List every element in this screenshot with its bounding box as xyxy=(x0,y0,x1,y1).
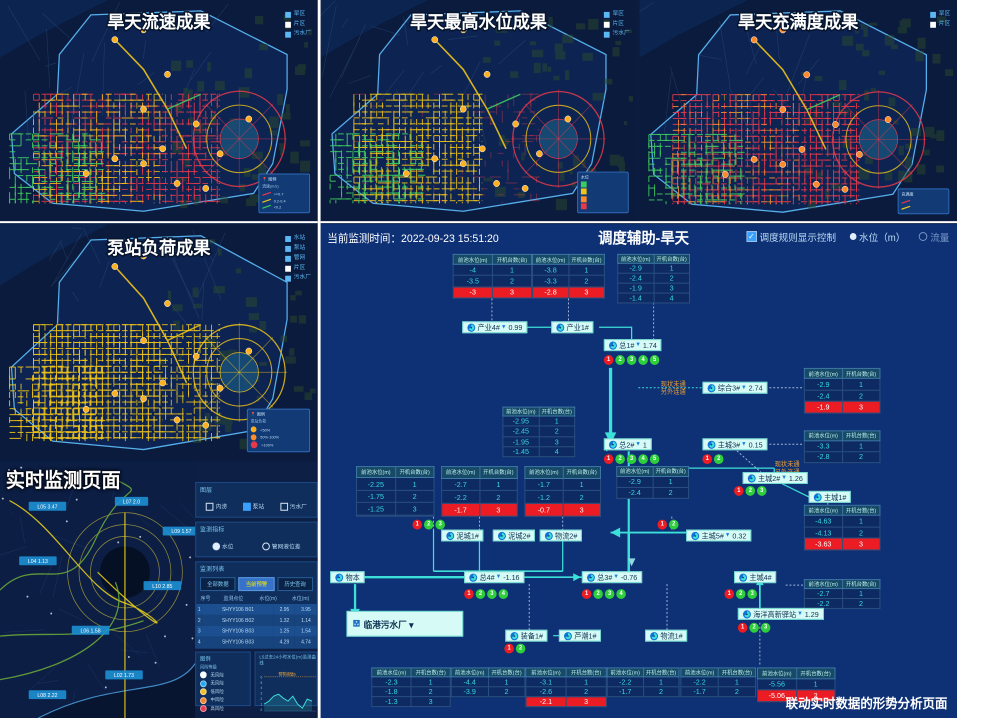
svg-text:3: 3 xyxy=(260,692,262,696)
svg-text:L09 1.57: L09 1.57 xyxy=(171,529,191,535)
svg-text:5: 5 xyxy=(260,681,262,685)
svg-text:1: 1 xyxy=(260,703,262,707)
svg-text:旱天充满度成果: 旱天充满度成果 xyxy=(738,12,859,32)
svg-text:预警阈值6: 预警阈值6 xyxy=(278,671,295,676)
svg-text:4: 4 xyxy=(260,686,262,690)
svg-text:旱天流速成果: 旱天流速成果 xyxy=(107,11,211,31)
svg-text:L06 1.58: L06 1.58 xyxy=(80,628,100,634)
svg-text:0: 0 xyxy=(260,708,262,712)
svg-text:旱天最高水位成果: 旱天最高水位成果 xyxy=(410,11,547,31)
svg-text:6: 6 xyxy=(260,675,262,679)
svg-text:L08 2.22: L08 2.22 xyxy=(37,693,57,699)
svg-text:L04 1.13: L04 1.13 xyxy=(28,559,48,565)
svg-text:泵站负荷成果: 泵站负荷成果 xyxy=(107,237,211,257)
svg-text:L07 2.0: L07 2.0 xyxy=(123,499,140,505)
svg-text:2: 2 xyxy=(260,697,262,701)
svg-text:L05 3.47: L05 3.47 xyxy=(37,504,57,510)
svg-text:L10 2.85: L10 2.85 xyxy=(152,584,172,590)
svg-text:L02 1.73: L02 1.73 xyxy=(114,673,134,679)
